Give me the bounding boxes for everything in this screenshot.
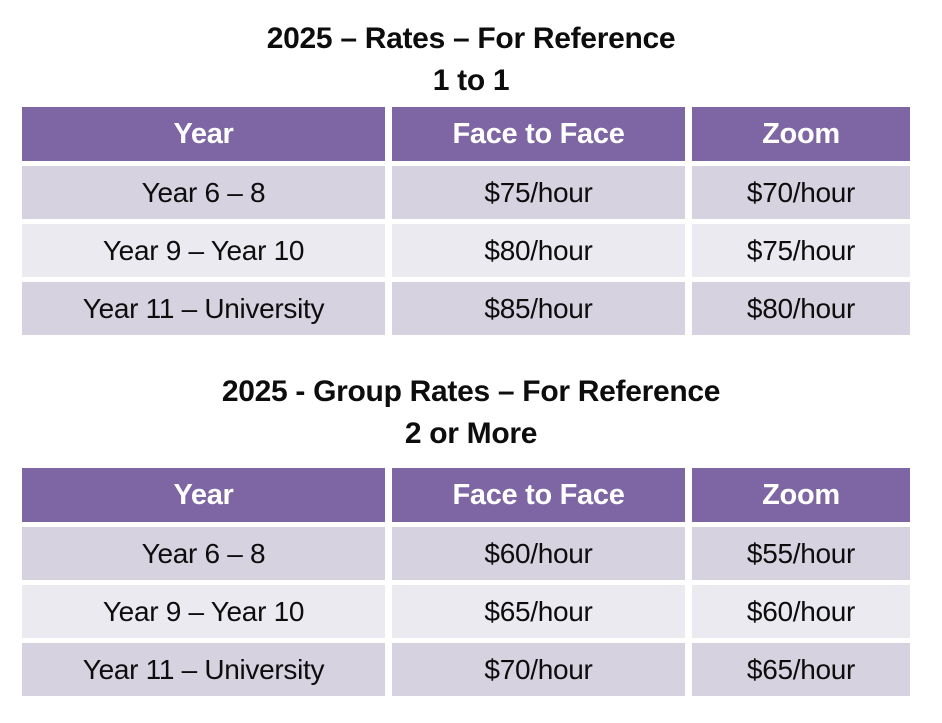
table-cell-face-rate: $80/hour (392, 224, 685, 277)
table-cell-face-rate: $65/hour (392, 585, 685, 638)
rates-table-1to1: Year Face to Face Zoom Year 6 – 8 $75/ho… (22, 107, 910, 335)
table-cell-year: Year 9 – Year 10 (22, 585, 385, 638)
rates-table-group: Year Face to Face Zoom Year 6 – 8 $60/ho… (22, 468, 910, 696)
table-cell-year: Year 9 – Year 10 (22, 224, 385, 277)
table-cell-face-rate: $75/hour (392, 166, 685, 219)
table-cell-zoom-rate: $80/hour (692, 282, 910, 335)
table-cell-year: Year 11 – University (22, 643, 385, 696)
rates-title: 2025 – Rates – For Reference (266, 22, 676, 55)
table-cell-zoom-rate: $65/hour (692, 643, 910, 696)
table-cell-face-rate: $60/hour (392, 527, 685, 580)
table-cell-zoom-rate: $75/hour (692, 224, 910, 277)
column-header-year: Year (22, 468, 385, 522)
table-cell-zoom-rate: $60/hour (692, 585, 910, 638)
column-header-zoom: Zoom (692, 107, 910, 161)
rates-subtitle: 1 to 1 (432, 64, 510, 97)
table-cell-face-rate: $85/hour (392, 282, 685, 335)
table-cell-face-rate: $70/hour (392, 643, 685, 696)
table-cell-zoom-rate: $70/hour (692, 166, 910, 219)
column-header-zoom: Zoom (692, 468, 910, 522)
rates-title-block: 2025 – Rates – For Reference 1 to 1 (0, 18, 942, 102)
table-cell-year: Year 11 – University (22, 282, 385, 335)
table-cell-zoom-rate: $55/hour (692, 527, 910, 580)
group-rates-title-block: 2025 - Group Rates – For Reference 2 or … (0, 371, 942, 455)
column-header-face-to-face: Face to Face (392, 107, 685, 161)
column-header-year: Year (22, 107, 385, 161)
table-cell-year: Year 6 – 8 (22, 166, 385, 219)
column-header-face-to-face: Face to Face (392, 468, 685, 522)
group-rates-subtitle: 2 or More (404, 417, 538, 450)
group-rates-title: 2025 - Group Rates – For Reference (221, 375, 721, 408)
table-cell-year: Year 6 – 8 (22, 527, 385, 580)
